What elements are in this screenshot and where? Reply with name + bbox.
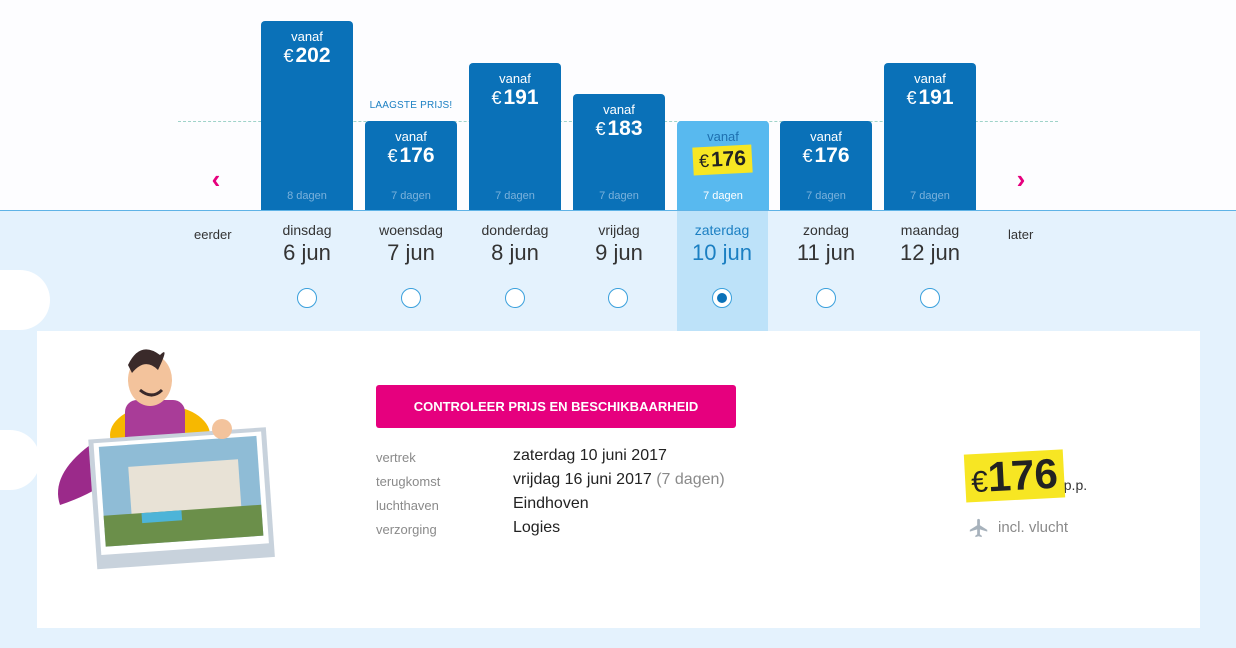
bar-duration: 7 dagen [495,190,535,202]
vanaf-label: vanaf [603,102,635,117]
vanaf-label: vanaf [810,129,842,144]
date-radio-woensdag[interactable] [401,288,421,308]
day-name: maandag [900,222,960,238]
date-radio-zaterdag[interactable] [712,288,732,308]
price-bar-woensdag[interactable]: vanaf €176 7 dagen [365,121,457,210]
detail-label: luchthaven [376,498,439,513]
check-price-availability-button[interactable]: CONTROLEER PRIJS EN BESCHIKBAARHEID [376,385,736,428]
per-person-label: p.p. [1063,477,1088,493]
detail-label: vertrek [376,450,416,465]
vanaf-label: vanaf [499,71,531,86]
vanaf-label: vanaf [291,29,323,44]
date-column-vrijdag[interactable]: vrijdag 9 jun [567,222,671,266]
bar-duration: 7 dagen [391,190,431,202]
date-column-zondag[interactable]: zondag 11 jun [774,222,878,266]
day-name: vrijdag [598,222,640,238]
price-bar-maandag[interactable]: vanaf €191 7 dagen [884,63,976,210]
day-name: zondag [803,222,849,238]
day-date: 11 jun [796,240,856,265]
price-bar-vrijdag[interactable]: vanaf €183 7 dagen [573,94,665,210]
price-bar-zaterdag[interactable]: vanaf €176 7 dagen [677,121,769,210]
bar-price: €176 [387,144,435,167]
date-radio-zondag[interactable] [816,288,836,308]
day-date: 7 jun [387,240,435,265]
date-column-dinsdag[interactable]: dinsdag 6 jun [255,222,359,266]
price-highlight: €176 [963,449,1065,503]
bar-duration: 8 dagen [287,190,327,202]
date-radio-maandag[interactable] [920,288,940,308]
bar-price: €202 [283,44,331,67]
detail-label: terugkomst [376,474,441,489]
lowest-price-label: LAAGSTE PRIJS! [369,100,453,111]
day-name: zaterdag [694,222,750,238]
vanaf-label: vanaf [914,71,946,86]
date-column-woensdag[interactable]: woensdag 7 jun [359,222,463,266]
date-column-maandag[interactable]: maandag 12 jun [878,222,982,266]
total-price: €176 p.p. [963,449,1088,503]
day-date: 9 jun [595,240,643,265]
bar-duration: 7 dagen [599,190,639,202]
bar-price: €176 [692,144,754,176]
later-link[interactable]: later [1008,227,1034,242]
bar-duration: 7 dagen [703,190,743,202]
day-date: 10 jun [692,240,752,265]
price-bar-dinsdag[interactable]: vanaf €202 8 dagen [261,21,353,210]
date-radio-dinsdag[interactable] [297,288,317,308]
earlier-link[interactable]: eerder [194,227,232,242]
day-date: 8 jun [491,240,539,265]
day-name: donderdag [481,222,549,238]
price-bar-donderdag[interactable]: vanaf €191 7 dagen [469,63,561,210]
day-date: 6 jun [283,240,331,265]
vanaf-label: vanaf [395,129,427,144]
date-radio-donderdag[interactable] [505,288,525,308]
chevron-right-icon[interactable]: › [1016,164,1026,194]
incl-flight-note: incl. vlucht [968,517,1068,539]
airplane-icon [969,518,988,538]
price-bar-zondag[interactable]: vanaf €176 7 dagen [780,121,872,210]
day-name: woensdag [379,222,443,238]
detail-value: vrijdag 16 juni 2017 (7 dagen) [513,471,725,488]
cloud-decoration [0,270,50,330]
detail-value: zaterdag 10 juni 2017 [513,447,667,464]
mascot-illustration [58,349,275,570]
date-column-zaterdag[interactable]: zaterdag 10 jun [670,222,774,266]
detail-value: Eindhoven [513,495,589,512]
vanaf-label: vanaf [707,129,739,144]
bar-duration: 7 dagen [806,190,846,202]
day-date: 12 jun [900,240,960,265]
date-radio-vrijdag[interactable] [608,288,628,308]
day-name: dinsdag [282,222,332,238]
bar-price: €176 [802,144,850,167]
duration-note: (7 dagen) [656,471,725,488]
bar-price: €183 [595,117,643,140]
bar-duration: 7 dagen [910,190,950,202]
date-column-donderdag[interactable]: donderdag 8 jun [463,222,567,266]
detail-value: Logies [513,519,561,536]
detail-label: verzorging [376,522,437,537]
chevron-left-icon[interactable]: ‹ [211,164,221,194]
bar-price: €191 [906,86,954,109]
bar-price: €191 [491,86,539,109]
